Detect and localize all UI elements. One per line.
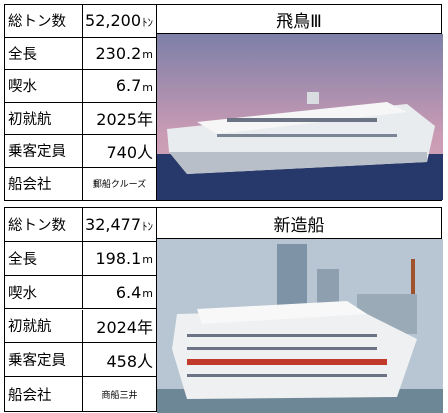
spec-unit: m [142,253,153,267]
ship-panel: 総トン数 32,477 ﾄﾝ 全長 198.1 m 喫水 6.4 m 初就航 2024年 乗客定員 45… [4,207,443,413]
spec-unit: m [142,80,153,94]
spec-row: 乗客定員 458人 [5,343,156,378]
spec-row: 総トン数 32,477 ﾄﾝ [5,208,156,242]
ship-photo: 飛鳥Ⅲ [156,5,443,200]
spec-value: 458人 [106,351,153,371]
spec-row: 総トン数 52,200 ﾄﾝ [5,5,156,38]
spec-row: 初就航 2024年 [5,309,156,344]
spec-value: 52,200 [85,11,141,31]
spec-row: 喫水 6.7 m [5,70,156,103]
ship-panel: 総トン数 52,200 ﾄﾝ 全長 230.2 m 喫水 6.7 m 初就航 2025年 乗客定員 74… [4,4,443,201]
spec-value: 6.4 [115,282,142,302]
spec-value: 郵船クルーズ [92,180,147,191]
ship-title: 新造船 [157,208,441,239]
spec-label: 総トン数 [5,5,83,37]
spec-row: 喫水 6.4 m [5,275,156,310]
spec-row: 初就航 2025年 [5,102,156,135]
spec-value: 2024年 [96,317,153,337]
spec-value-cell: 2024年 [83,310,156,343]
spec-label: 全長 [5,241,83,275]
spec-label: 初就航 [5,309,83,343]
spec-value-cell: 52,200 ﾄﾝ [83,5,156,37]
ship-photo: 新造船 [156,208,443,413]
spec-value: 商船三井 [101,390,138,401]
spec-row: 船会社 商船三井 [5,377,156,411]
spec-label: 船会社 [5,167,83,200]
spec-row: 全長 198.1 m [5,241,156,276]
spec-unit: ﾄﾝ [142,219,153,233]
spec-unit: m [142,48,153,62]
spec-unit: m [142,287,153,301]
spec-table: 総トン数 52,200 ﾄﾝ 全長 230.2 m 喫水 6.7 m 初就航 2025年 乗客定員 74… [5,5,156,200]
spec-value-cell: 32,477 ﾄﾝ [83,208,156,241]
spec-value-cell: 6.7 m [83,70,156,102]
spec-label: 総トン数 [5,208,83,241]
spec-table: 総トン数 32,477 ﾄﾝ 全長 198.1 m 喫水 6.4 m 初就航 2024年 乗客定員 45… [5,208,156,411]
spec-value-cell: 6.4 m [83,276,156,309]
ship-title: 飛鳥Ⅲ [157,5,441,34]
spec-value: 198.1 [95,248,142,268]
photo [157,34,443,200]
spec-value: 32,477 [85,214,141,234]
spec-row: 船会社 郵船クルーズ [5,167,156,201]
spec-value-cell: 458人 [83,343,156,376]
spec-label: 乗客定員 [5,135,83,167]
spec-row: 全長 230.2 m [5,37,156,70]
spec-label: 船会社 [5,377,83,411]
spec-value-cell: 商船三井 [83,377,156,411]
photo [157,239,443,413]
spec-label: 全長 [5,37,83,69]
spec-value-cell: 郵船クルーズ [83,168,156,201]
spec-value: 230.2 [95,43,142,63]
spec-value: 740人 [106,142,153,162]
spec-row: 乗客定員 740人 [5,135,156,168]
spec-label: 喫水 [5,70,83,102]
spec-value-cell: 230.2 m [83,38,156,70]
spec-value: 2025年 [96,110,153,130]
spec-value-cell: 740人 [83,135,156,167]
spec-label: 喫水 [5,275,83,309]
spec-value-cell: 2025年 [83,103,156,135]
spec-value-cell: 198.1 m [83,242,156,275]
spec-value: 6.7 [115,76,142,96]
spec-label: 初就航 [5,102,83,134]
spec-unit: ﾄﾝ [142,16,153,30]
spec-label: 乗客定員 [5,343,83,377]
